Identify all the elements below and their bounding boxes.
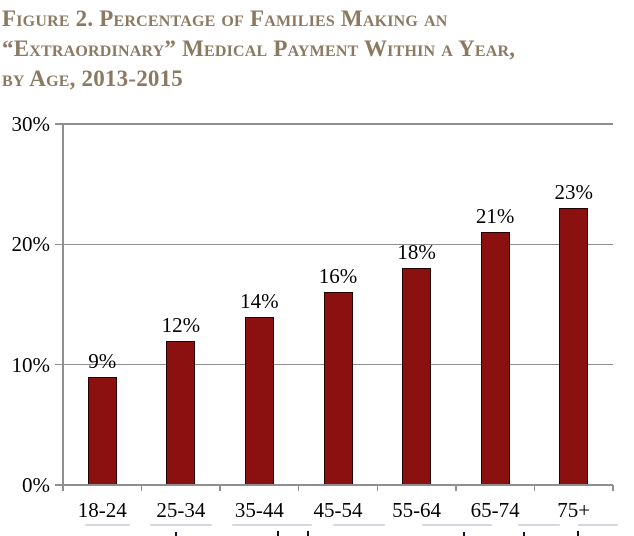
y-axis-label-20: 20% — [11, 232, 51, 257]
bar-value-18-24: 9% — [88, 348, 117, 373]
clipped-line-smudge — [518, 524, 560, 526]
figure-title-line-1: Figure 2. Percentage of Families Making … — [2, 6, 448, 31]
clipped-line-smudge — [333, 524, 385, 526]
clipped-letter-ascender — [523, 532, 525, 536]
clipped-letter-ascender — [463, 532, 465, 536]
figure-title-line-3: by Age, 2013-2015 — [2, 66, 183, 91]
bar-35-44 — [244, 316, 274, 485]
figure-title: Figure 2. Percentage of Families Making … — [2, 4, 630, 94]
x-axis-label-35-44: 35-44 — [234, 498, 284, 522]
gridline-20 — [55, 243, 613, 246]
x-axis-label-18-24: 18-24 — [77, 498, 127, 522]
clipped-line-smudge — [232, 524, 312, 526]
y-axis-label-10: 10% — [11, 352, 51, 377]
bar-value-65-74: 21% — [475, 204, 515, 229]
x-axis-tick-5 — [455, 485, 457, 491]
x-axis-tick-0 — [62, 485, 64, 491]
x-axis-tick-2 — [219, 485, 221, 491]
bar-18-24 — [87, 376, 117, 485]
x-axis-tick-7 — [612, 485, 614, 491]
clipped-letter-ascender — [175, 532, 177, 536]
x-axis-label-45-54: 45-54 — [313, 498, 363, 522]
bar-value-45-54: 16% — [318, 264, 358, 289]
y-axis-label-0: 0% — [22, 473, 50, 497]
y-axis-line — [62, 124, 64, 485]
bar-value-75+: 23% — [554, 180, 593, 205]
clipped-letter-ascender — [307, 531, 309, 536]
bar-value-25-34: 12% — [161, 312, 201, 337]
clipped-text-fragments — [0, 520, 634, 536]
x-axis-line — [55, 484, 613, 486]
bar-25-34 — [166, 340, 196, 485]
x-axis-tick-4 — [376, 485, 379, 491]
x-axis-tick-6 — [533, 485, 536, 491]
x-axis-tick-3 — [297, 485, 300, 491]
clipped-letter-ascender — [577, 531, 579, 536]
clipped-line-smudge — [85, 524, 130, 526]
x-axis-label-55-64: 55-64 — [392, 498, 442, 522]
bar-45-54 — [323, 292, 353, 485]
figure-title-line-2: “Extraordinary” Medical Payment Within a… — [2, 36, 516, 61]
bar-65-74 — [480, 232, 510, 485]
bar-55-64 — [402, 268, 432, 485]
clipped-letter-ascender — [277, 531, 279, 536]
y-axis-label-30: 30% — [11, 112, 51, 136]
bar-value-35-44: 14% — [240, 288, 279, 313]
clipped-line-smudge — [578, 524, 618, 526]
clipped-line-smudge — [150, 524, 212, 526]
bar-75+ — [559, 208, 589, 485]
x-axis-tick-1 — [140, 485, 143, 491]
bar-value-55-64: 18% — [397, 240, 436, 265]
x-axis-label-65-74: 65-74 — [470, 498, 520, 522]
clipped-line-smudge — [422, 524, 492, 526]
gridline-30 — [55, 123, 613, 125]
x-axis-label-75+: 75+ — [557, 498, 591, 522]
x-axis-label-25-34: 25-34 — [156, 498, 206, 522]
